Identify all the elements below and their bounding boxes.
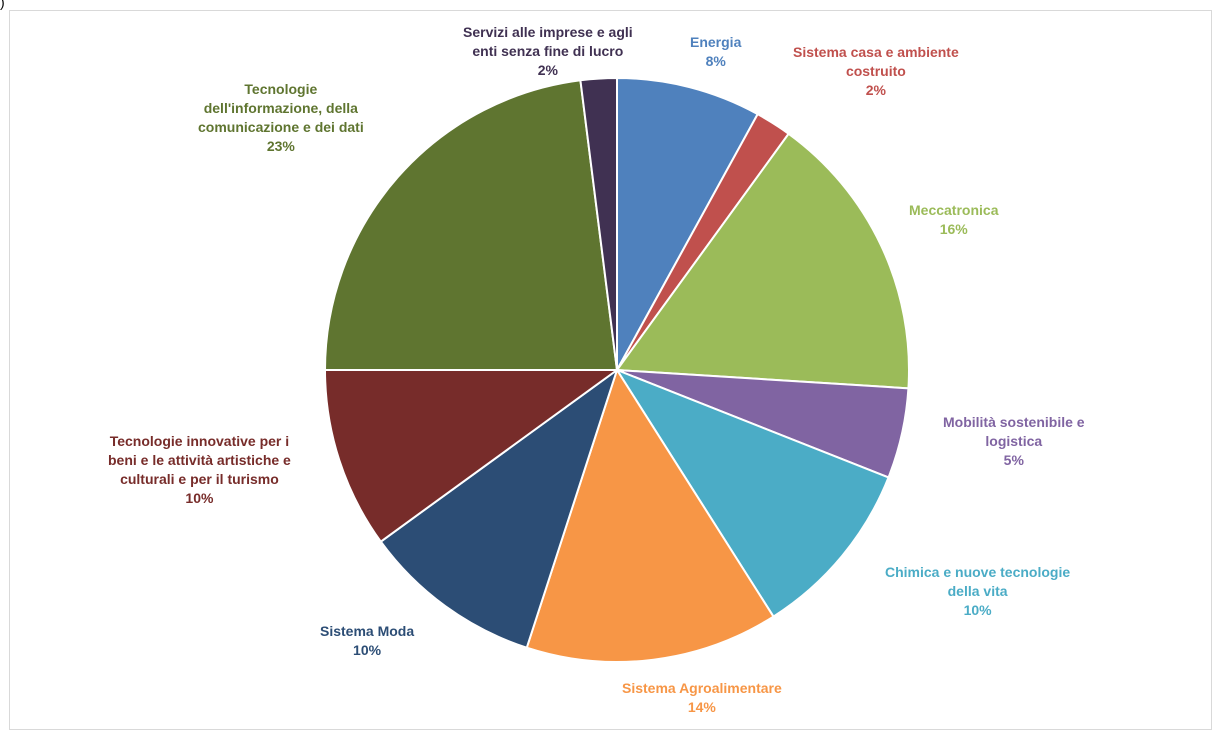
slice-percent: 16% xyxy=(939,221,968,237)
slice-label-line: costruito xyxy=(845,63,906,79)
slice-label-4: Chimica e nuove tecnologie della vita 10% xyxy=(885,563,1070,620)
slice-label-2: Meccatronica 16% xyxy=(909,201,998,239)
slice-label-line: Meccatronica xyxy=(909,202,999,218)
slice-label-1: Sistema casa e ambiente costruito 2% xyxy=(793,43,959,100)
slice-label-5: Sistema Agroalimentare 14% xyxy=(622,679,782,717)
slice-label-line: Chimica e nuove tecnologie xyxy=(885,564,1071,580)
slice-label-line: Tecnologie xyxy=(244,81,318,97)
slice-percent: 14% xyxy=(687,699,716,715)
corner-text: ) xyxy=(0,0,5,10)
pie-slice-6 xyxy=(379,369,618,649)
slice-label-line: comunicazione e dei dati xyxy=(198,119,364,135)
slice-percent: 2% xyxy=(865,82,886,98)
slice-label-6: Sistema Moda 10% xyxy=(320,622,414,660)
slice-label-line: dell'informazione, della xyxy=(203,100,358,116)
slice-label-line: Servizi alle imprese e agli xyxy=(463,24,633,40)
slice-percent: 10% xyxy=(185,490,214,506)
pie-slice-8 xyxy=(324,79,618,371)
slice-label-line: enti senza fine di lucro xyxy=(472,43,624,59)
slice-label-line: Tecnologie innovative per i xyxy=(109,433,290,449)
slice-label-line: Sistema Moda xyxy=(320,623,415,639)
pie-slices xyxy=(324,76,910,663)
slice-label-7: Tecnologie innovative per i beni e le att… xyxy=(108,432,291,508)
slice-label-line: Energia xyxy=(690,34,742,50)
slice-label-8: Tecnologie dell'informazione, della comuni… xyxy=(198,80,364,156)
slice-percent: 10% xyxy=(963,602,992,618)
pie-slice-2 xyxy=(616,132,910,390)
slice-label-line: Mobilità sostenibile e xyxy=(943,414,1085,430)
slice-label-line: logistica xyxy=(985,433,1043,449)
slice-percent: 23% xyxy=(266,138,295,154)
pie-slice-4 xyxy=(616,369,890,618)
slice-label-3: Mobilità sostenibile e logistica 5% xyxy=(943,413,1085,470)
slice-label-line: culturali e per il turismo xyxy=(120,471,279,487)
pie-slice-9 xyxy=(579,76,618,371)
slice-label-9: Servizi alle imprese e agli enti senza fi… xyxy=(463,23,633,80)
slice-label-0: Energia 8% xyxy=(690,33,741,71)
slice-percent: 2% xyxy=(537,62,558,78)
slice-percent: 5% xyxy=(1003,452,1024,468)
slice-label-line: Sistema Agroalimentare xyxy=(622,680,782,696)
slice-label-line: della vita xyxy=(947,583,1008,599)
pie-slice-0 xyxy=(616,77,759,371)
slice-label-line: Sistema casa e ambiente xyxy=(793,44,959,60)
pie-slice-7 xyxy=(324,369,618,543)
slice-percent: 10% xyxy=(353,642,382,658)
slice-label-line: beni e le attività artistiche e xyxy=(108,452,291,468)
slice-percent: 8% xyxy=(705,53,726,69)
pie-slice-5 xyxy=(525,369,775,663)
